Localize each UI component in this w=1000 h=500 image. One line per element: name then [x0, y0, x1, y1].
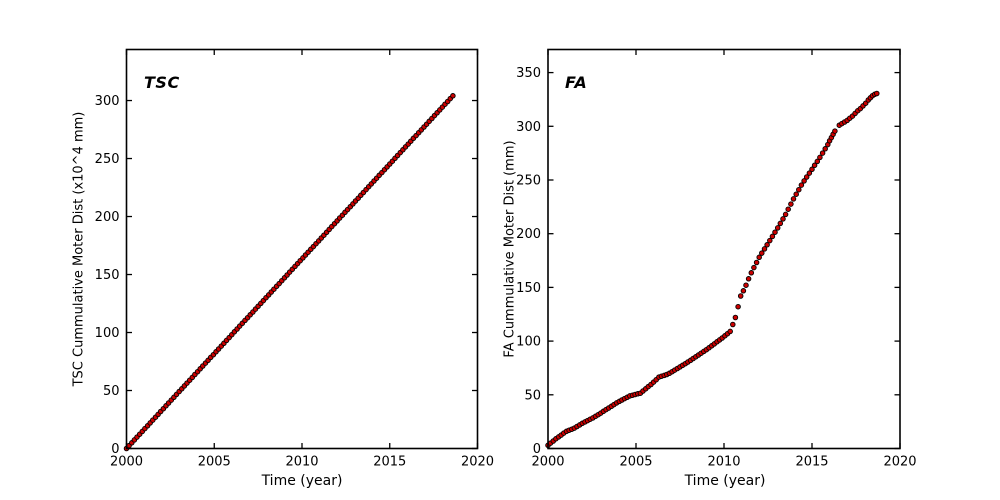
data-point — [788, 201, 794, 207]
x-tick-label: 2005 — [198, 455, 231, 470]
y-tick-label: 100 — [516, 335, 541, 350]
y-tick-label: 250 — [516, 173, 541, 188]
left-panel-title: TSC — [144, 73, 180, 92]
data-point — [811, 162, 818, 169]
data-point — [796, 186, 802, 193]
data-point — [732, 314, 739, 321]
data-point — [777, 220, 784, 227]
data-point — [774, 225, 781, 231]
data-point — [785, 206, 791, 212]
y-tick-label: 150 — [516, 281, 541, 296]
data-point — [809, 166, 815, 173]
right-y-axis-label: FA Cummulative Moter Dist (mm) — [502, 140, 518, 358]
y-tick-label: 100 — [95, 326, 120, 341]
data-point — [803, 174, 810, 180]
data-point — [790, 196, 797, 202]
data-series-segment — [826, 128, 838, 144]
axes-frame — [547, 48, 901, 450]
right-panel-title: FA — [565, 73, 588, 92]
x-tick-label: 2010 — [285, 455, 318, 470]
data-point — [745, 276, 752, 282]
data-series-segment — [545, 141, 831, 449]
data-point — [769, 233, 776, 240]
y-tick-label: 0 — [533, 442, 541, 457]
x-tick-label: 2015 — [795, 455, 828, 470]
x-tick-label: 2010 — [707, 455, 740, 470]
left-panel: 2000 2005 2010 2015 2020 0 50 100 150 200 250 300 — [95, 48, 494, 470]
data-point — [727, 328, 733, 335]
y-tick-label: 200 — [516, 227, 541, 242]
data-series-segment — [123, 93, 456, 452]
data-point — [801, 178, 807, 184]
data-point — [874, 90, 880, 97]
data-point — [793, 191, 799, 197]
data-point — [806, 170, 813, 176]
axes-frame — [125, 48, 479, 450]
y-tick-label: 0 — [111, 442, 119, 457]
data-point — [759, 250, 765, 256]
data-point — [756, 254, 762, 261]
data-point — [767, 237, 773, 244]
y-tick-label: 150 — [95, 268, 120, 283]
data-point — [798, 182, 805, 188]
y-tick-label: 300 — [516, 120, 541, 135]
data-point — [735, 303, 741, 310]
data-point — [822, 146, 828, 152]
data-point — [450, 93, 456, 99]
data-point — [751, 264, 757, 271]
data-point — [817, 154, 823, 161]
y-tick-label: 200 — [95, 210, 120, 225]
data-point — [832, 128, 838, 134]
right-panel: 2000 2005 2010 2015 2020 0 50 100 150 200 250 300 35… — [516, 48, 917, 470]
x-tick-label: 2005 — [619, 455, 652, 470]
y-tick-label: 50 — [103, 384, 120, 399]
data-point — [782, 211, 789, 218]
left-y-axis-label: TSC Cummulative Moter Dist (x10^4 mm) — [71, 111, 87, 387]
x-tick-label: 2015 — [373, 455, 406, 470]
data-point — [764, 242, 770, 248]
data-point — [819, 150, 826, 156]
y-tick-label: 50 — [524, 388, 541, 403]
data-point — [743, 282, 749, 288]
data-point — [780, 216, 786, 222]
y-tick-label: 300 — [95, 94, 120, 109]
y-tick-label: 250 — [95, 152, 120, 167]
x-tick-label: 2000 — [531, 455, 564, 470]
data-point — [730, 321, 736, 328]
data-point — [748, 270, 755, 276]
data-point — [753, 259, 760, 266]
x-tick-label: 2020 — [461, 455, 494, 470]
x-tick-label: 2000 — [110, 455, 143, 470]
right-x-axis-label: Time (year) — [684, 473, 766, 489]
data-point — [814, 158, 821, 165]
left-x-axis-label: Time (year) — [261, 473, 343, 489]
x-tick-label: 2020 — [883, 455, 916, 470]
data-series-segment — [836, 90, 880, 128]
data-point — [740, 288, 747, 294]
data-point — [772, 229, 778, 235]
data-point — [737, 293, 744, 299]
y-tick-label: 350 — [516, 66, 541, 81]
data-point — [761, 246, 768, 252]
